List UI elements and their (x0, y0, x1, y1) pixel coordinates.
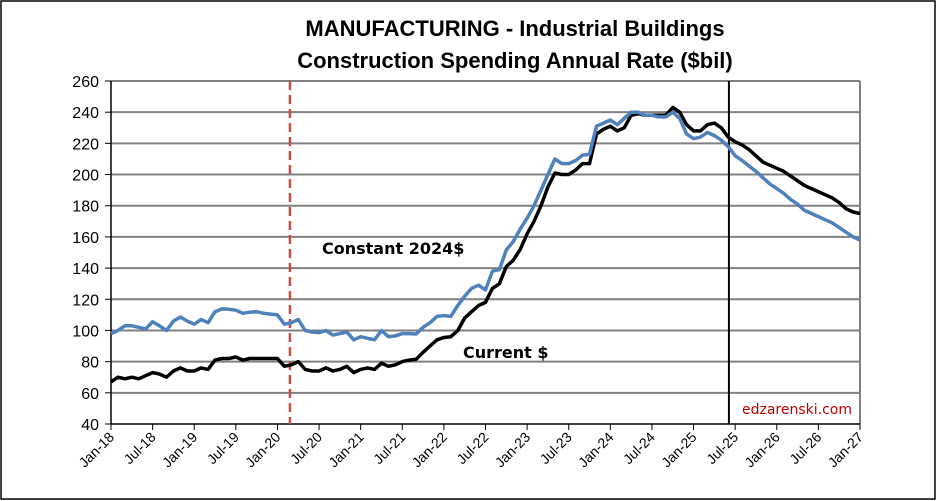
chart-title-line-2: Construction Spending Annual Rate ($bil) (297, 48, 733, 73)
y-tick-label: 240 (72, 105, 99, 122)
y-tick-label: 260 (72, 74, 99, 91)
watermark-box (731, 394, 859, 422)
y-tick-label: 140 (72, 261, 99, 278)
current-dollar-series-line (110, 105, 861, 384)
y-tick-label: 220 (72, 136, 99, 153)
y-tick-label: 120 (72, 292, 99, 309)
y-tick-label: 80 (81, 355, 99, 372)
current-dollar-label: Current $ (463, 343, 549, 362)
constant-dollar-series-line (110, 110, 861, 342)
y-tick-label: 160 (72, 230, 99, 247)
watermark: edzarenski.com (742, 402, 852, 418)
y-tick-label: 40 (81, 417, 99, 434)
y-tick-label: 180 (72, 199, 99, 216)
y-axis-ticks: 40 60 80 100 120 140 160 180 200 220 240 260 (72, 74, 111, 434)
chart-title-line-1: MANUFACTURING - Industrial Buildings (305, 16, 724, 41)
y-tick-label: 60 (81, 386, 99, 403)
y-tick-label: 200 (72, 168, 99, 185)
constant-dollar-label: Constant 2024$ (322, 239, 464, 258)
series-lines (110, 105, 861, 384)
y-tick-label: 100 (72, 323, 99, 340)
